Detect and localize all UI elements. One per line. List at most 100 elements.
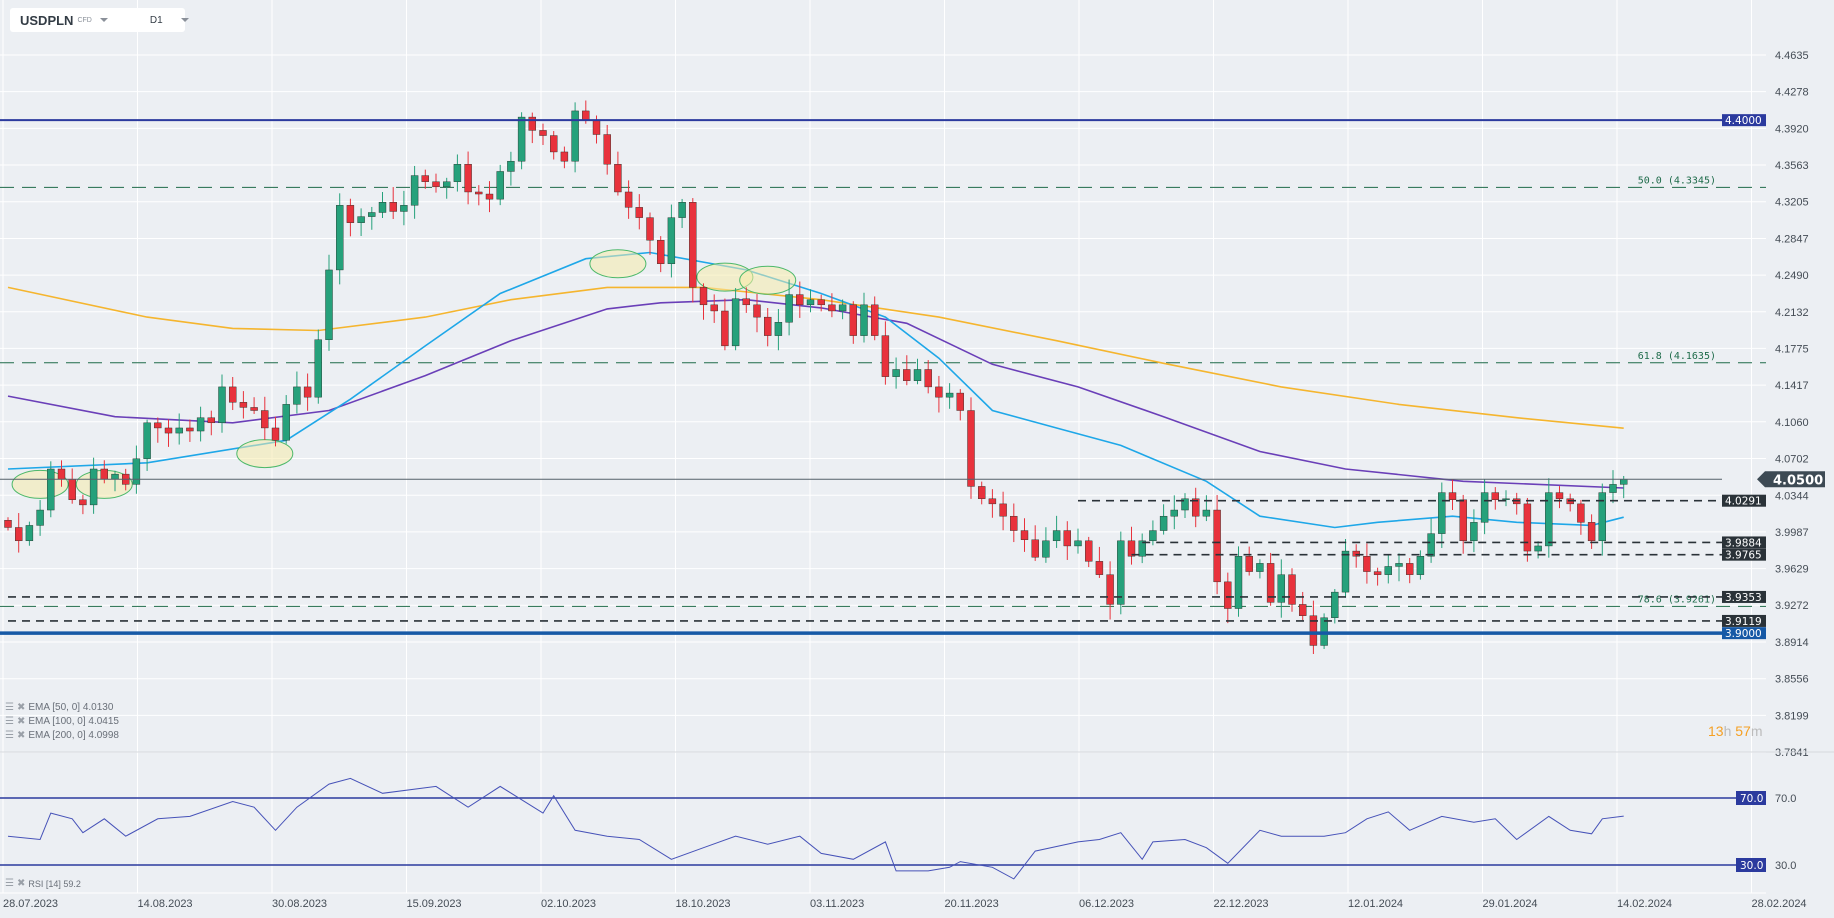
candle-body bbox=[261, 410, 269, 429]
candle bbox=[1448, 479, 1457, 510]
candle bbox=[1042, 527, 1050, 563]
settings-icon[interactable]: ☰ bbox=[5, 730, 14, 741]
timer-minutes: 57 bbox=[1735, 723, 1751, 739]
candle-body bbox=[218, 386, 226, 424]
x-tick-label: 06.12.2023 bbox=[1079, 898, 1134, 910]
candle bbox=[871, 296, 879, 341]
candle-body bbox=[978, 486, 986, 499]
highlight-ellipse bbox=[589, 249, 647, 279]
candle bbox=[1117, 531, 1125, 615]
candle-body bbox=[710, 304, 718, 312]
candle-body bbox=[89, 468, 98, 506]
candle-body bbox=[892, 369, 900, 377]
candle bbox=[1084, 536, 1093, 568]
candle-body bbox=[1491, 492, 1500, 500]
candle bbox=[1363, 543, 1371, 584]
candle bbox=[689, 198, 697, 303]
candle-body bbox=[753, 304, 761, 318]
candle bbox=[186, 419, 194, 442]
candle bbox=[1052, 515, 1061, 548]
close-icon[interactable]: ✖ bbox=[16, 730, 26, 741]
candle-body bbox=[325, 269, 333, 340]
candle bbox=[935, 375, 943, 413]
candle bbox=[903, 355, 911, 386]
candle-body bbox=[635, 207, 643, 218]
candle bbox=[1480, 479, 1489, 535]
settings-icon[interactable]: ☰ bbox=[5, 716, 14, 727]
candle bbox=[496, 164, 504, 206]
candle bbox=[1598, 483, 1607, 556]
candle bbox=[988, 489, 997, 518]
candle-body bbox=[1416, 556, 1425, 575]
candle bbox=[999, 491, 1007, 531]
price-level-tag bbox=[1722, 590, 1766, 603]
legend-ema50-label: EMA [50, 0] 4.0130 bbox=[28, 702, 114, 713]
candle bbox=[678, 198, 686, 228]
candle bbox=[464, 151, 472, 205]
candle-body bbox=[1063, 530, 1072, 547]
candle-body bbox=[1149, 530, 1157, 542]
candle-body bbox=[1245, 556, 1253, 572]
candle-body bbox=[378, 202, 387, 213]
candle bbox=[517, 112, 526, 170]
candle-body bbox=[624, 191, 633, 208]
x-tick-label: 28.02.2024 bbox=[1752, 898, 1807, 910]
candle-body bbox=[1405, 563, 1414, 575]
chevron-down-icon[interactable] bbox=[180, 18, 189, 22]
candle-body bbox=[475, 191, 483, 195]
candle bbox=[271, 416, 280, 447]
settings-icon[interactable]: ☰ bbox=[5, 702, 14, 713]
x-tick-label: 18.10.2023 bbox=[676, 898, 731, 910]
close-icon[interactable]: ✖ bbox=[16, 878, 26, 889]
close-icon[interactable]: ✖ bbox=[16, 716, 26, 727]
candle bbox=[1256, 559, 1264, 579]
candle bbox=[1149, 520, 1157, 546]
candle-body bbox=[143, 422, 151, 459]
candle-body bbox=[4, 520, 12, 528]
candle bbox=[443, 177, 451, 199]
candle-body bbox=[785, 294, 793, 323]
candle-body bbox=[806, 299, 815, 306]
candle-body bbox=[1288, 574, 1296, 605]
candle bbox=[1191, 487, 1200, 528]
candle-body bbox=[1438, 492, 1446, 534]
timer-m: m bbox=[1750, 723, 1763, 739]
candle bbox=[764, 307, 772, 347]
candle-body bbox=[389, 202, 397, 212]
candle-body bbox=[956, 392, 964, 411]
y-tick-label: 4.4635 bbox=[1775, 50, 1809, 62]
rsi-line bbox=[7, 777, 1624, 880]
price-level-label: 3.9765 bbox=[1725, 550, 1762, 562]
candle bbox=[1170, 495, 1179, 530]
legend-ema100: ☰ ✖ EMA [100, 0] 4.0415 bbox=[5, 716, 119, 727]
y-tick-label: 3.9272 bbox=[1775, 600, 1809, 612]
candle bbox=[378, 192, 387, 219]
candle-body bbox=[539, 130, 547, 136]
ema200-line bbox=[7, 286, 1624, 429]
candle bbox=[1234, 546, 1243, 617]
candle bbox=[485, 181, 494, 213]
candle-body bbox=[1052, 530, 1061, 542]
settings-icon[interactable]: ☰ bbox=[5, 878, 14, 889]
candle-body bbox=[935, 386, 943, 398]
candle-body bbox=[764, 316, 772, 336]
candle bbox=[132, 445, 141, 494]
close-icon[interactable]: ✖ bbox=[16, 702, 26, 713]
symbol-name: USDPLN bbox=[20, 12, 74, 28]
candle-body bbox=[154, 422, 162, 429]
instrument-type: CFD bbox=[77, 16, 92, 24]
candle-body bbox=[1084, 540, 1093, 562]
current-price-label: 4.0500 bbox=[1773, 473, 1823, 488]
candle bbox=[1031, 525, 1039, 561]
candle bbox=[624, 180, 633, 219]
candle-body bbox=[1234, 556, 1243, 609]
chevron-down-icon[interactable] bbox=[99, 18, 108, 22]
candle bbox=[1609, 470, 1617, 504]
candle-body bbox=[421, 175, 429, 182]
candle bbox=[14, 513, 23, 553]
candle-body bbox=[528, 116, 536, 131]
timeframe-selector[interactable]: D1 bbox=[149, 14, 163, 26]
candle-body bbox=[196, 417, 205, 432]
symbol-selector[interactable]: USDPLN CFD D1 bbox=[10, 8, 189, 32]
